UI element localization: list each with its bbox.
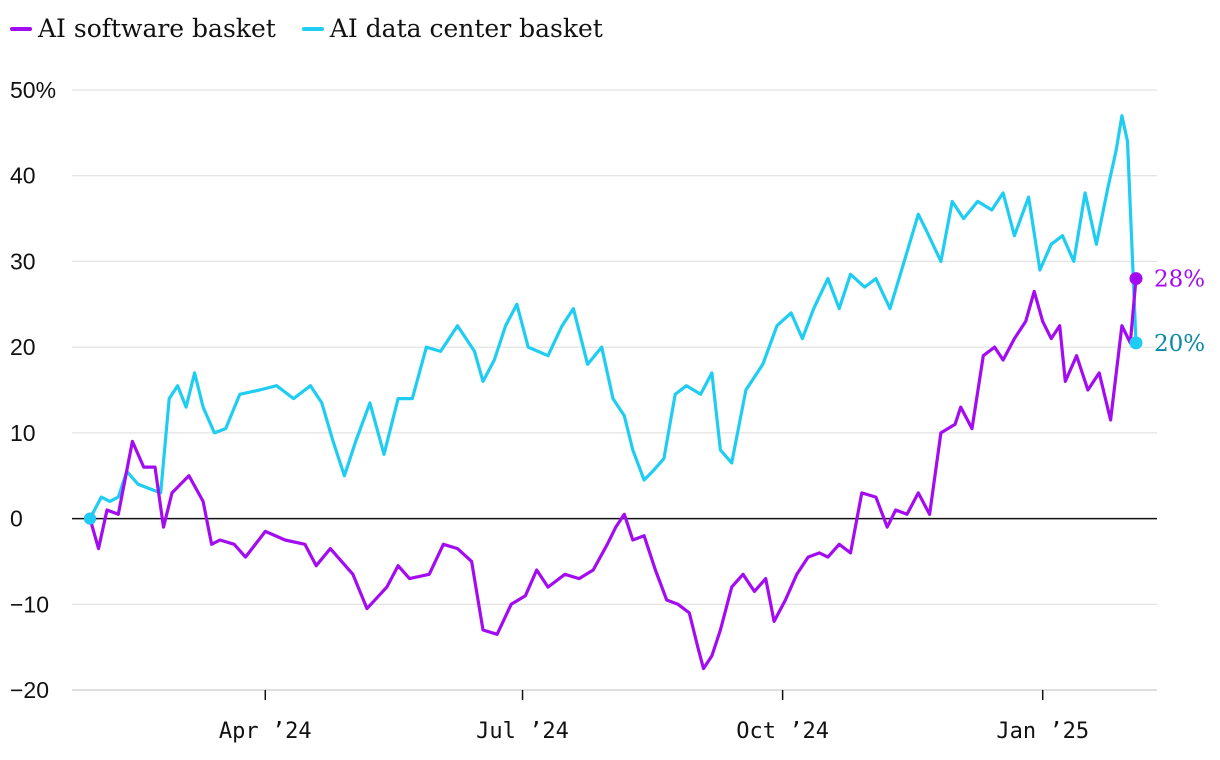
- x-tick-label: Oct ’24: [736, 719, 829, 744]
- end-point-datacenter: [1129, 336, 1143, 350]
- series-line-datacenter: [88, 114, 1138, 521]
- legend-label-software: AI software basket: [38, 14, 276, 43]
- y-tick-label: 30: [10, 248, 36, 274]
- legend-item-software[interactable]: AI software basket: [10, 14, 276, 43]
- y-tick-label: −20: [10, 677, 49, 703]
- y-tick-label: 50%: [10, 77, 56, 103]
- x-tick-label: Jan ’25: [996, 719, 1089, 744]
- x-axis: Apr ’24 Jul ’24 Oct ’24 Jan ’25: [72, 689, 1157, 744]
- y-tick-label: −10: [10, 591, 49, 617]
- series-markers: [84, 272, 1143, 525]
- legend-label-datacenter: AI data center basket: [329, 14, 603, 43]
- y-tick-label: 20: [10, 334, 36, 360]
- end-point-software: [1129, 272, 1143, 286]
- gridlines: [72, 89, 1157, 691]
- legend-item-datacenter[interactable]: AI data center basket: [301, 14, 603, 43]
- y-axis: −20 −10 0 10 20 30 40 50%: [10, 77, 56, 703]
- y-tick-label: 40: [10, 163, 36, 189]
- legend-swatch-software: [10, 26, 32, 31]
- legend-swatch-datacenter: [301, 26, 324, 31]
- x-tick-label: Jul ’24: [476, 719, 569, 744]
- chart-legend: AI software basket AI data center basket: [10, 14, 603, 43]
- y-tick-label: 0: [10, 506, 23, 532]
- y-tick-label: 10: [10, 420, 36, 446]
- x-tick-label: Apr ’24: [219, 719, 312, 744]
- start-point-datacenter: [84, 512, 96, 525]
- series-lines: [88, 114, 1138, 671]
- series-line-software: [88, 277, 1138, 671]
- end-label-datacenter: 20%: [1154, 331, 1205, 357]
- end-label-software: 28%: [1154, 267, 1205, 293]
